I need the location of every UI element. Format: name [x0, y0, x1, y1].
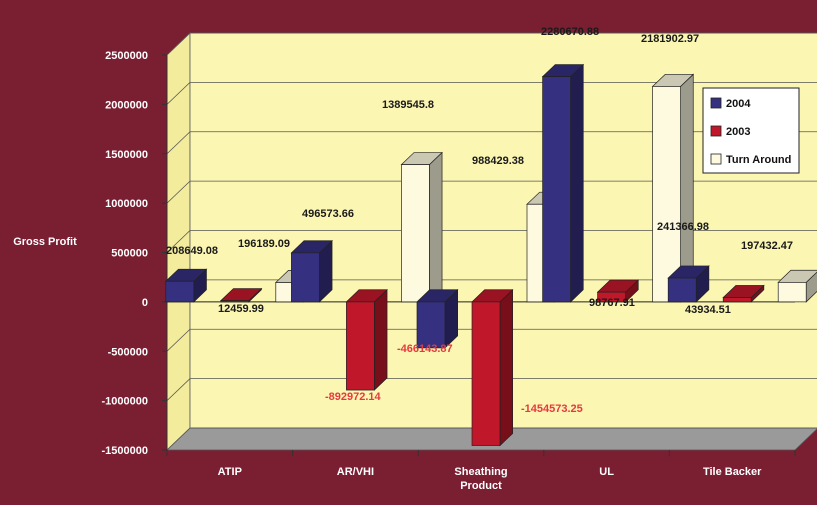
y-tick-label: -1500000 [102, 445, 149, 457]
bar-front [471, 301, 501, 446]
y-tick-label: -1000000 [102, 396, 149, 408]
bar [667, 265, 710, 303]
gridline-side [166, 427, 191, 451]
data-label: 12459.99 [218, 303, 264, 315]
gridline-side [166, 82, 191, 105]
bar-front [667, 277, 697, 303]
bar [164, 268, 208, 303]
y-axis-title: Gross Profit [13, 236, 77, 248]
bar [416, 288, 459, 349]
bar [777, 269, 817, 303]
y-tick-label: 1500000 [105, 149, 148, 161]
y-tick-label: -500000 [108, 346, 148, 358]
y-tick-label: 2000000 [105, 99, 148, 111]
data-label: -1454573.25 [521, 403, 583, 415]
gridline-side [166, 378, 191, 401]
x-tick-label: ATIP [218, 466, 242, 478]
bar-front [346, 301, 375, 391]
gridline-side [166, 180, 191, 204]
y-tick-label: 500000 [111, 248, 148, 260]
gridline-side [166, 230, 191, 253]
bar [290, 239, 333, 303]
bar [400, 151, 443, 303]
data-label: 208649.08 [166, 245, 218, 257]
legend-label: Turn Around [726, 154, 791, 166]
bar-front [401, 164, 430, 303]
data-label: 43934.51 [685, 304, 731, 316]
data-label: 2280670.88 [541, 26, 599, 38]
legend-label: 2004 [726, 98, 751, 110]
data-label: 196189.09 [238, 238, 290, 250]
bar-side [429, 151, 443, 303]
bar [596, 279, 640, 303]
data-label: 988429.38 [472, 155, 524, 167]
gridline-side [166, 32, 191, 56]
bar-front [416, 301, 446, 349]
data-label: 98767.91 [589, 297, 635, 309]
legend: 2004 2003 Turn Around [702, 87, 800, 174]
data-label: 2181902.97 [641, 33, 699, 45]
bar [345, 288, 388, 391]
data-label: -466143.87 [397, 343, 453, 355]
bar-front [291, 252, 320, 303]
x-tick-label: Tile Backer [703, 466, 762, 478]
bar-front [777, 282, 807, 303]
bar-front [652, 86, 681, 303]
y-tick-label: 1000000 [105, 198, 148, 210]
data-label: 1389545.8 [382, 99, 434, 111]
bar [541, 63, 585, 303]
gridline-side [166, 328, 191, 352]
legend-swatch [710, 153, 722, 165]
y-tick-label: 0 [142, 297, 148, 309]
data-label: 241366.98 [657, 221, 709, 233]
bar-front [220, 300, 250, 303]
bar [219, 287, 263, 303]
data-label: 496573.66 [302, 208, 354, 220]
data-label: 197432.47 [741, 240, 793, 252]
legend-swatch [710, 125, 722, 137]
y-tick-label: 2500000 [105, 50, 148, 62]
x-tick-label: Product [460, 480, 502, 492]
bar-front [542, 76, 571, 303]
legend-swatch [710, 97, 722, 109]
bar-front [165, 280, 195, 303]
x-tick-label: UL [599, 466, 614, 478]
data-label: -892972.14 [325, 391, 382, 403]
bar [471, 288, 514, 447]
bar-side [570, 63, 584, 303]
gridline-side [166, 131, 191, 155]
bar-front [597, 291, 626, 303]
bar-side [374, 288, 388, 391]
legend-label: 2003 [726, 126, 750, 138]
bar-front [722, 297, 752, 303]
x-tick-label: Sheathing [454, 466, 507, 478]
bar [722, 284, 765, 303]
bar [651, 73, 695, 303]
x-tick-label: AR/VHI [337, 466, 374, 478]
bar-side [499, 288, 514, 447]
